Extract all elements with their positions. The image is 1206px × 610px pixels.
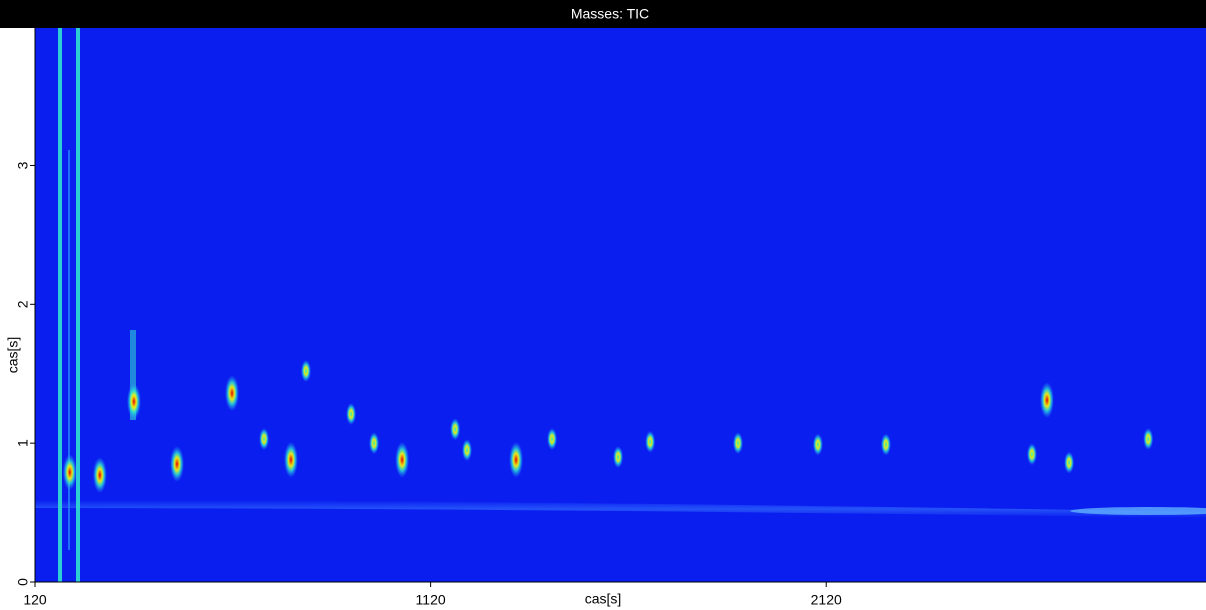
x-tick-label: 1120: [416, 592, 446, 608]
y-tick-label: 3: [15, 161, 31, 169]
x-axis-label: cas[s]: [585, 591, 622, 607]
peak: [346, 402, 357, 425]
peak: [395, 441, 410, 478]
peak: [509, 441, 524, 478]
peak: [645, 430, 656, 453]
peak: [170, 445, 185, 482]
chart-title: Masses: TIC: [571, 6, 649, 22]
peak: [62, 454, 77, 491]
y-tick-label: 1: [15, 439, 31, 447]
background-features: [35, 28, 1206, 582]
peak: [1143, 427, 1154, 450]
peak: [92, 457, 107, 494]
y-tick-label: 0: [15, 578, 31, 586]
peak: [812, 433, 823, 456]
x-tick-label: 2120: [811, 592, 842, 608]
peak: [369, 432, 380, 455]
peak: [880, 433, 891, 456]
peak: [300, 359, 311, 382]
peak: [613, 446, 624, 469]
y-axis-label: cas[s]: [5, 337, 21, 374]
peak: [283, 441, 298, 478]
peak: [450, 418, 461, 441]
peak: [225, 375, 240, 412]
peak: [1039, 382, 1054, 419]
peak: [732, 432, 743, 455]
peak: [259, 427, 270, 450]
x-tick-label: 120: [23, 592, 47, 608]
peak: [1026, 443, 1037, 466]
title-bar: [0, 0, 1206, 28]
peak: [547, 427, 558, 450]
peak: [126, 383, 141, 420]
y-tick-label: 2: [15, 300, 31, 308]
peak: [1064, 451, 1075, 474]
plot-area: [35, 28, 1206, 582]
peak: [462, 439, 473, 462]
